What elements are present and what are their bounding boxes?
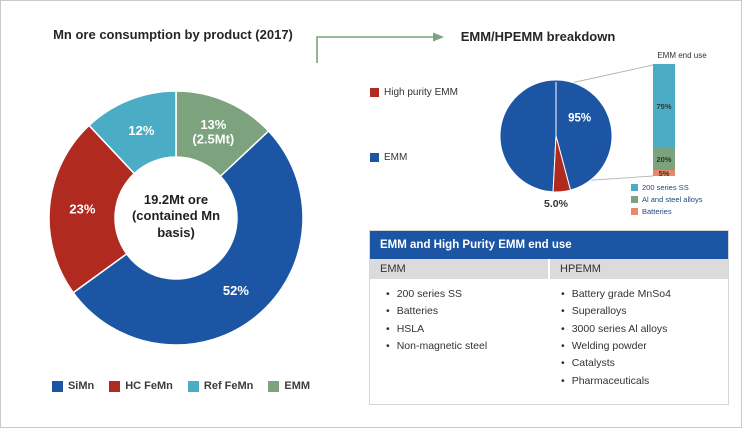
table-title: EMM and High Purity EMM end use <box>370 231 728 259</box>
table-item-text: Batteries <box>396 305 439 318</box>
table-list-item: • 3000 series Al alloys <box>561 321 718 338</box>
table-body: • 200 series SS • Batteries • HSLA • Non-magnet… <box>370 279 728 404</box>
table-item-text: Welding powder <box>571 339 647 352</box>
table-item-text: Non-magnetic steel <box>396 339 488 352</box>
legend-swatch-icon <box>631 208 638 215</box>
small-slice-label: 5.0% <box>544 198 568 210</box>
table-list-item: • Pharmaceuticals <box>561 373 718 390</box>
bullet-icon: • <box>386 322 390 335</box>
table-item-text: HSLA <box>396 322 425 335</box>
slice-label-emm: 95% <box>568 113 591 125</box>
legend-label: Al and steel alloys <box>642 195 703 204</box>
legend-label: SiMn <box>67 380 95 392</box>
table-list-item: • 200 series SS <box>386 286 543 303</box>
table-col-emm: • 200 series SS • Batteries • HSLA • Non-magnet… <box>374 286 549 390</box>
stacked-bar: 75% 20% 5% <box>653 64 675 176</box>
legend-swatch-icon <box>109 380 121 392</box>
legend-item-batteries: Batteries <box>631 207 737 216</box>
table-item-text: Pharmaceuticals <box>571 374 650 387</box>
slice-label-simn: 52% <box>223 283 249 298</box>
legend-item-ref-femn: Ref FeMn <box>187 380 254 392</box>
donut-chart: 13% (2.5Mt) 52% 23% 12% <box>48 90 304 346</box>
end-use-table: EMM and High Purity EMM end use EMM HPEM… <box>369 230 729 405</box>
pie-slice-high-purity-emm <box>552 135 572 193</box>
legend-label: EMM <box>384 152 408 163</box>
legend-swatch-icon <box>370 153 379 162</box>
legend-swatch-icon <box>631 184 638 191</box>
legend-swatch-icon <box>631 196 638 203</box>
legend-swatch-icon <box>187 380 199 392</box>
slice-label-hc-femn: 23% <box>69 202 95 217</box>
table-list-item: • Battery grade MnSo4 <box>561 286 718 303</box>
table-subheader-row: EMM HPEMM <box>370 259 728 279</box>
bullet-icon: • <box>561 288 565 300</box>
bullet-icon: • <box>561 357 565 370</box>
legend-label: Ref FeMn <box>203 380 254 392</box>
legend-item-al-and-steel-alloys: Al and steel alloys <box>631 195 737 204</box>
bar-chart-title: EMM end use <box>657 51 707 60</box>
table-list-item: • Non-magnetic steel <box>386 338 543 355</box>
table-item-text: Battery grade MnSo4 <box>571 288 671 300</box>
bullet-icon: • <box>561 322 565 335</box>
bullet-icon: • <box>561 374 565 387</box>
table-item-text: 200 series SS <box>396 288 463 300</box>
pie-slice-ref-femn <box>88 90 177 175</box>
bullet-icon: • <box>561 305 565 318</box>
pie-slice-hc-femn <box>48 124 136 294</box>
bullet-icon: • <box>561 339 565 352</box>
legend-label: EMM <box>284 380 311 392</box>
table-col-header-hpemm: HPEMM <box>550 259 728 279</box>
bullet-icon: • <box>386 305 390 318</box>
legend-item-high-purity-emm: High purity EMM <box>370 87 458 98</box>
legend-label: HC FeMn <box>125 380 173 392</box>
breakdown-pie-chart: 95% <box>499 79 613 193</box>
legend-item-emm: EMM <box>268 380 310 392</box>
legend-item-hc-femn: HC FeMn <box>109 380 173 392</box>
bar-segment-al-and-steel-alloys: 20% <box>653 148 675 171</box>
breakdown-pie-legend: High purity EMM EMM <box>370 87 458 163</box>
pie-slice-simn <box>72 130 304 346</box>
table-list-item: • Welding powder <box>561 338 718 355</box>
emm-arrow-line <box>316 36 433 63</box>
legend-item-simn: SiMn <box>51 380 95 392</box>
slice-label-emm: 13% (2.5Mt) <box>192 117 234 146</box>
table-item-text: Catalysts <box>571 357 615 370</box>
legend-label: High purity EMM <box>384 87 458 98</box>
bar-segment-batteries: 5% <box>653 170 675 176</box>
table-list-item: • Batteries <box>386 303 543 320</box>
legend-swatch-icon <box>268 380 280 392</box>
table-list-item: • Catalysts <box>561 355 718 372</box>
table-list-item: • HSLA <box>386 321 543 338</box>
table-item-text: Superalloys <box>571 305 627 318</box>
bullet-icon: • <box>386 288 390 300</box>
table-col-hpemm: • Battery grade MnSo4 • Superalloys • 3000 se… <box>549 286 724 390</box>
slice-label-ref-femn: 12% <box>128 123 154 138</box>
donut-chart-title: Mn ore consumption by product (2017) <box>53 27 293 42</box>
legend-label: 200 series SS <box>642 183 689 192</box>
legend-label: Batteries <box>642 207 672 216</box>
legend-item-emm: EMM <box>370 152 458 163</box>
bullet-icon: • <box>386 339 390 352</box>
bar-legend: 200 series SS Al and steel alloys Batterie… <box>627 183 737 216</box>
donut-center-label: 19.2Mt ore (contained Mn basis) <box>131 192 221 240</box>
table-col-header-emm: EMM <box>370 259 548 279</box>
legend-swatch-icon <box>51 380 63 392</box>
table-item-text: 3000 series Al alloys <box>571 322 668 335</box>
emm-end-use-block: EMM end use 75% 20% 5% 200 series SS Al and… <box>627 51 737 216</box>
legend-swatch-icon <box>370 88 379 97</box>
legend-item-200-series-ss: 200 series SS <box>631 183 737 192</box>
donut-legend: SiMn HC FeMn Ref FeMn EMM <box>11 380 351 392</box>
bar-segment-200-series-ss: 75% <box>653 64 675 148</box>
table-list-item: • Superalloys <box>561 303 718 320</box>
breakdown-title: EMM/HPEMM breakdown <box>460 29 616 44</box>
